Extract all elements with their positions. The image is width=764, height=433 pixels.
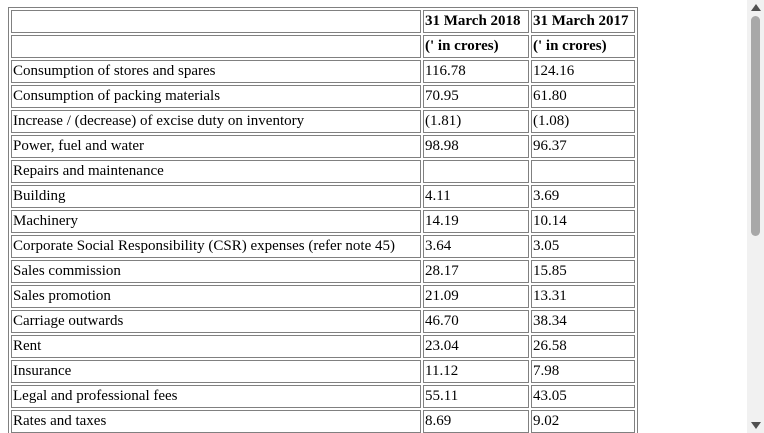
value-cell: 61.80	[531, 85, 635, 108]
table-row: Carriage outwards 46.70 38.34	[11, 310, 635, 333]
value-cell	[423, 160, 529, 183]
unit-header: (' in crores)	[531, 35, 635, 58]
value-cell: 21.09	[423, 285, 529, 308]
unit-header: (' in crores)	[423, 35, 529, 58]
value-cell: 3.64	[423, 235, 529, 258]
value-cell: 28.17	[423, 260, 529, 283]
header-row: 31 March 2018 31 March 2017	[11, 10, 635, 33]
table-row: Rent 23.04 26.58	[11, 335, 635, 358]
value-cell: 3.05	[531, 235, 635, 258]
column-header: 31 March 2018	[423, 10, 529, 33]
value-cell: 15.85	[531, 260, 635, 283]
table-body: Consumption of stores and spares 116.78 12…	[11, 60, 635, 433]
value-cell: 3.69	[531, 185, 635, 208]
table-row: Rates and taxes 8.69 9.02	[11, 410, 635, 433]
units-row: (' in crores) (' in crores)	[11, 35, 635, 58]
row-label: Consumption of stores and spares	[11, 60, 421, 83]
column-header: 31 March 2017	[531, 10, 635, 33]
row-label: Building	[11, 185, 421, 208]
value-cell: 13.31	[531, 285, 635, 308]
value-cell: 55.11	[423, 385, 529, 408]
table-row: Machinery 14.19 10.14	[11, 210, 635, 233]
value-cell: 70.95	[423, 85, 529, 108]
row-label: Sales promotion	[11, 285, 421, 308]
value-cell: 7.98	[531, 360, 635, 383]
table-row: Repairs and maintenance	[11, 160, 635, 183]
row-label: Rent	[11, 335, 421, 358]
table-row: Legal and professional fees 55.11 43.05	[11, 385, 635, 408]
table-row: Consumption of stores and spares 116.78 12…	[11, 60, 635, 83]
value-cell: 23.04	[423, 335, 529, 358]
value-cell: 11.12	[423, 360, 529, 383]
row-label: Power, fuel and water	[11, 135, 421, 158]
value-cell	[531, 160, 635, 183]
table-row: Sales commission 28.17 15.85	[11, 260, 635, 283]
row-label: Insurance	[11, 360, 421, 383]
table-head: 31 March 2018 31 March 2017 (' in crores…	[11, 10, 635, 58]
table-row: Consumption of packing materials 70.95 61.…	[11, 85, 635, 108]
value-cell: 4.11	[423, 185, 529, 208]
value-cell: 124.16	[531, 60, 635, 83]
row-label: Increase / (decrease) of excise duty on …	[11, 110, 421, 133]
table-row: Sales promotion 21.09 13.31	[11, 285, 635, 308]
row-label: Legal and professional fees	[11, 385, 421, 408]
scroll-thumb[interactable]	[751, 16, 760, 236]
value-cell: 96.37	[531, 135, 635, 158]
value-cell: (1.81)	[423, 110, 529, 133]
value-cell: 46.70	[423, 310, 529, 333]
table-row: Building 4.11 3.69	[11, 185, 635, 208]
value-cell: 38.34	[531, 310, 635, 333]
scroll-down[interactable]	[751, 422, 761, 429]
row-label: Consumption of packing materials	[11, 85, 421, 108]
table-row: Power, fuel and water 98.98 96.37	[11, 135, 635, 158]
value-cell: 43.05	[531, 385, 635, 408]
row-label: Machinery	[11, 210, 421, 233]
row-label: Rates and taxes	[11, 410, 421, 433]
header-cell	[11, 35, 421, 58]
table-row: Insurance 11.12 7.98	[11, 360, 635, 383]
table-row: Increase / (decrease) of excise duty on …	[11, 110, 635, 133]
scroll-up[interactable]	[751, 4, 761, 11]
row-label: Sales commission	[11, 260, 421, 283]
value-cell: 14.19	[423, 210, 529, 233]
value-cell: 26.58	[531, 335, 635, 358]
scrollbar[interactable]	[747, 0, 764, 433]
value-cell: 98.98	[423, 135, 529, 158]
header-cell	[11, 10, 421, 33]
value-cell: 8.69	[423, 410, 529, 433]
value-cell: 9.02	[531, 410, 635, 433]
row-label: Repairs and maintenance	[11, 160, 421, 183]
value-cell: (1.08)	[531, 110, 635, 133]
value-cell: 116.78	[423, 60, 529, 83]
data-table: 31 March 2018 31 March 2017 (' in crores…	[8, 7, 638, 433]
value-cell: 10.14	[531, 210, 635, 233]
table-row: Corporate Social Responsibility (CSR) ex…	[11, 235, 635, 258]
row-label: Corporate Social Responsibility (CSR) ex…	[11, 235, 421, 258]
row-label: Carriage outwards	[11, 310, 421, 333]
